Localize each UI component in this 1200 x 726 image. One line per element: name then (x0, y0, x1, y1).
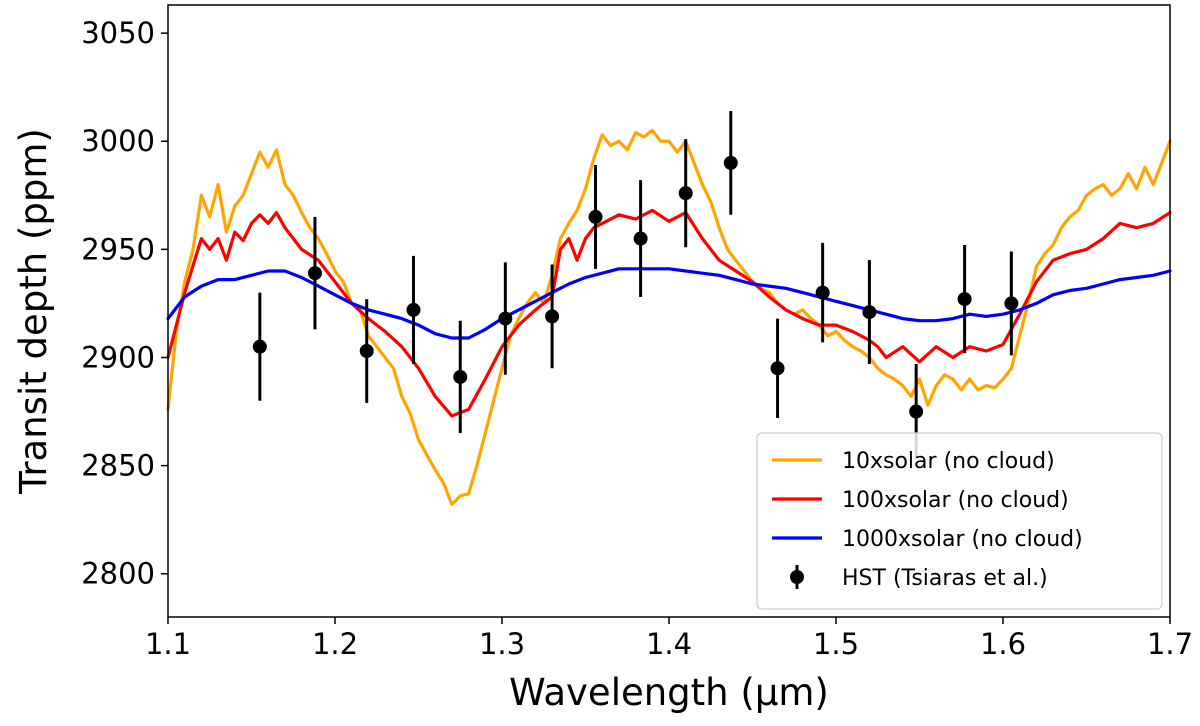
line-1000xsolar (166, 267, 1172, 340)
x-tick-label: 1.2 (312, 627, 358, 661)
hst-data-point (815, 285, 830, 300)
legend-label: 1000xsolar (no cloud) (842, 527, 1083, 552)
hst-data-point (909, 404, 924, 419)
x-tick-label: 1.3 (479, 627, 525, 661)
x-tick-label: 1.4 (646, 627, 692, 661)
hst-data-point (498, 311, 513, 326)
hst-data-point (862, 305, 877, 320)
hst-data-point (957, 292, 972, 307)
hst-data-point (633, 231, 648, 246)
legend-label: 10xsolar (no cloud) (842, 449, 1055, 474)
y-tick-label: 3000 (81, 124, 155, 158)
hst-data-point (307, 266, 322, 281)
x-axis-ticks: 1.1 1.2 1.3 1.4 1.5 1.6 1.7 (145, 617, 1193, 661)
x-tick-label: 1.7 (1147, 627, 1193, 661)
legend-label: 100xsolar (no cloud) (842, 488, 1069, 513)
legend: 10xsolar (no cloud) 100xsolar (no cloud) 1… (756, 432, 1163, 610)
y-tick-label: 3050 (81, 16, 155, 50)
plot-frame (167, 4, 1171, 618)
line-10xsolar (166, 128, 1172, 507)
hst-data-point (252, 339, 267, 354)
y-tick-label: 2900 (81, 340, 155, 374)
y-tick-label: 2800 (81, 557, 155, 591)
y-axis-title: Transit depth (ppm) (12, 128, 55, 495)
x-tick-label: 1.1 (145, 627, 191, 661)
legend-swatch-hst-point (790, 570, 804, 584)
y-tick-label: 2950 (81, 232, 155, 266)
hst-data-point (723, 155, 738, 170)
y-axis-ticks: 2800 2850 2900 2950 3000 3050 (81, 16, 168, 591)
hst-data-point (678, 186, 693, 201)
y-tick-label: 2850 (81, 449, 155, 483)
hst-data-point (453, 369, 468, 384)
model-lines (166, 128, 1172, 507)
hst-data-point (545, 309, 560, 324)
hst-data-point (588, 209, 603, 224)
hst-data-point (359, 344, 374, 359)
hst-data-point (770, 361, 785, 376)
hst-data-point (1004, 296, 1019, 311)
x-tick-label: 1.6 (980, 627, 1026, 661)
hst-data-point (406, 302, 421, 317)
legend-label: HST (Tsiaras et al.) (842, 566, 1048, 591)
x-tick-label: 1.5 (813, 627, 859, 661)
legend-box (756, 432, 1163, 610)
x-axis-title: Wavelength (μm) (509, 671, 829, 714)
hst-data-points (252, 110, 1019, 460)
line-100xsolar (166, 208, 1172, 418)
